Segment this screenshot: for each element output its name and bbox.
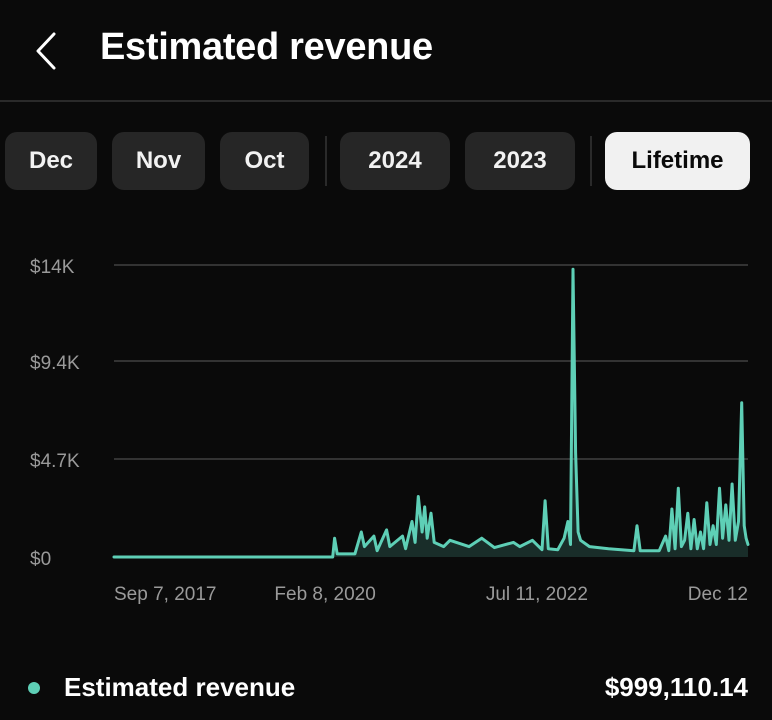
filter-divider [325,136,327,186]
filter-chip-2023[interactable]: 2023 [465,132,575,190]
filter-divider [590,136,592,186]
total-revenue-value: $999,110.14 [604,672,748,702]
filter-chip-dec[interactable]: Dec [5,132,97,190]
legend-label: Estimated revenue [64,672,296,702]
page-title: Estimated revenue [100,26,433,68]
revenue-chart[interactable]: $0 $4.7K $9.4K $14K Sep 7, 2017 Feb 8, 2020 Ju… [0,230,772,620]
chevron-left-icon[interactable] [30,28,66,74]
y-tick-label: $0 [30,549,51,570]
filter-chip-oct[interactable]: Oct [220,132,309,190]
series-line [112,267,750,559]
y-tick-label: $9.4K [30,353,80,374]
filter-chip-2024[interactable]: 2024 [340,132,450,190]
x-tick-label: Dec 12 [688,584,748,605]
y-tick-label: $14K [30,257,75,278]
period-filter-bar: Dec Nov Oct 2024 2023 Lifetime [0,132,772,190]
filter-chip-lifetime[interactable]: Lifetime [605,132,750,190]
filter-chip-nov[interactable]: Nov [112,132,205,190]
legend-dot [28,682,40,694]
revenue-chart-svg: $0 $4.7K $9.4K $14K Sep 7, 2017 Feb 8, 2020 Ju… [30,257,750,605]
x-tick-label: Jul 11, 2022 [486,584,588,605]
header-divider [0,100,772,102]
legend: Estimated revenue $999,110.14 [0,660,772,716]
y-tick-label: $4.7K [30,451,80,472]
x-tick-label: Feb 8, 2020 [274,584,375,605]
x-tick-label: Sep 7, 2017 [114,584,216,605]
header: Estimated revenue [0,0,772,100]
